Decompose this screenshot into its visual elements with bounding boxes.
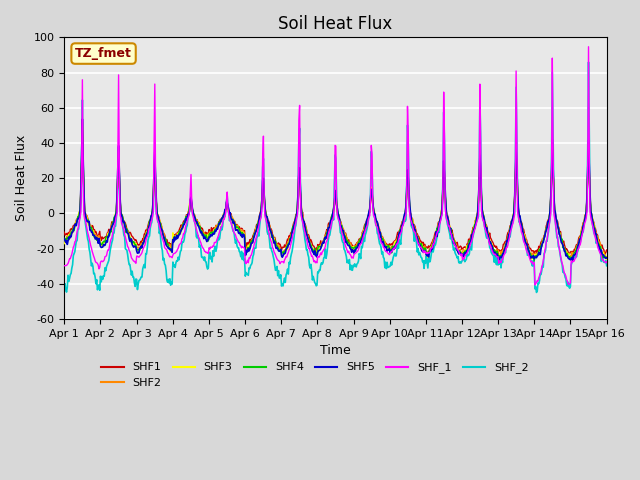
SHF_2 <box>585 59 593 65</box>
SHF3 <box>70 226 78 231</box>
SHF1 <box>182 216 189 221</box>
SHF5 <box>127 236 134 242</box>
SHF3 <box>418 241 426 247</box>
Y-axis label: Soil Heat Flux: Soil Heat Flux <box>15 135 28 221</box>
SHF1 <box>402 204 410 210</box>
SHF1 <box>418 241 426 247</box>
SHF2 <box>602 255 610 261</box>
SHF5 <box>79 116 86 122</box>
SHF1 <box>211 225 218 231</box>
SHF4 <box>182 214 189 220</box>
SHF_2 <box>210 253 218 259</box>
SHF2 <box>127 236 134 241</box>
SHF5 <box>418 248 426 254</box>
SHF3 <box>211 226 218 232</box>
SHF4 <box>603 255 611 261</box>
SHF1 <box>531 251 538 257</box>
SHF2 <box>79 127 86 133</box>
SHF_1 <box>603 259 611 264</box>
SHF_2 <box>417 254 425 260</box>
SHF4 <box>79 119 86 125</box>
SHF4 <box>127 236 134 241</box>
SHF_2 <box>401 218 409 224</box>
SHF4 <box>418 242 426 248</box>
SHF4 <box>211 228 218 234</box>
SHF_1 <box>181 227 189 233</box>
SHF1 <box>603 247 611 253</box>
Line: SHF2: SHF2 <box>64 130 607 258</box>
SHF5 <box>182 216 189 221</box>
SHF2 <box>182 215 189 220</box>
SHF1 <box>70 223 78 228</box>
SHF_2 <box>603 263 611 269</box>
SHF5 <box>60 236 68 241</box>
SHF2 <box>211 227 218 233</box>
SHF2 <box>402 204 410 210</box>
SHF_2 <box>70 251 78 257</box>
Line: SHF1: SHF1 <box>64 135 607 254</box>
SHF_1 <box>417 245 425 251</box>
SHF3 <box>79 117 86 123</box>
SHF3 <box>568 257 576 263</box>
SHF2 <box>60 238 68 243</box>
SHF3 <box>182 216 189 222</box>
Line: SHF4: SHF4 <box>64 122 607 261</box>
SHF4 <box>531 258 538 264</box>
SHF_2 <box>532 289 540 295</box>
SHF_2 <box>60 286 68 291</box>
SHF_1 <box>401 214 409 220</box>
SHF2 <box>70 225 78 231</box>
SHF3 <box>603 256 611 262</box>
Line: SHF_2: SHF_2 <box>64 62 607 292</box>
SHF4 <box>402 203 410 208</box>
Line: SHF3: SHF3 <box>64 120 607 260</box>
SHF2 <box>603 254 611 260</box>
SHF_1 <box>210 243 218 249</box>
SHF3 <box>60 241 68 247</box>
SHF4 <box>70 228 78 234</box>
Title: Soil Heat Flux: Soil Heat Flux <box>278 15 392 33</box>
Line: SHF5: SHF5 <box>64 119 607 261</box>
SHF_1 <box>70 242 78 248</box>
SHF_1 <box>585 44 593 49</box>
X-axis label: Time: Time <box>320 344 351 357</box>
SHF1 <box>79 132 86 138</box>
SHF5 <box>603 255 611 261</box>
Line: SHF_1: SHF_1 <box>64 47 607 285</box>
SHF_2 <box>181 231 189 237</box>
Text: TZ_fmet: TZ_fmet <box>75 47 132 60</box>
SHF5 <box>402 203 410 208</box>
SHF3 <box>127 237 134 242</box>
SHF5 <box>211 231 218 237</box>
SHF5 <box>569 258 577 264</box>
SHF5 <box>70 225 78 230</box>
SHF_2 <box>126 262 134 267</box>
SHF1 <box>60 229 68 235</box>
SHF2 <box>418 244 426 250</box>
SHF_1 <box>60 263 68 269</box>
SHF1 <box>127 230 134 236</box>
SHF4 <box>60 236 68 241</box>
SHF_1 <box>531 282 539 288</box>
SHF3 <box>402 203 410 209</box>
SHF_1 <box>126 249 134 255</box>
Legend: SHF1, SHF2, SHF3, SHF4, SHF5, SHF_1, SHF_2: SHF1, SHF2, SHF3, SHF4, SHF5, SHF_1, SHF… <box>97 358 533 392</box>
